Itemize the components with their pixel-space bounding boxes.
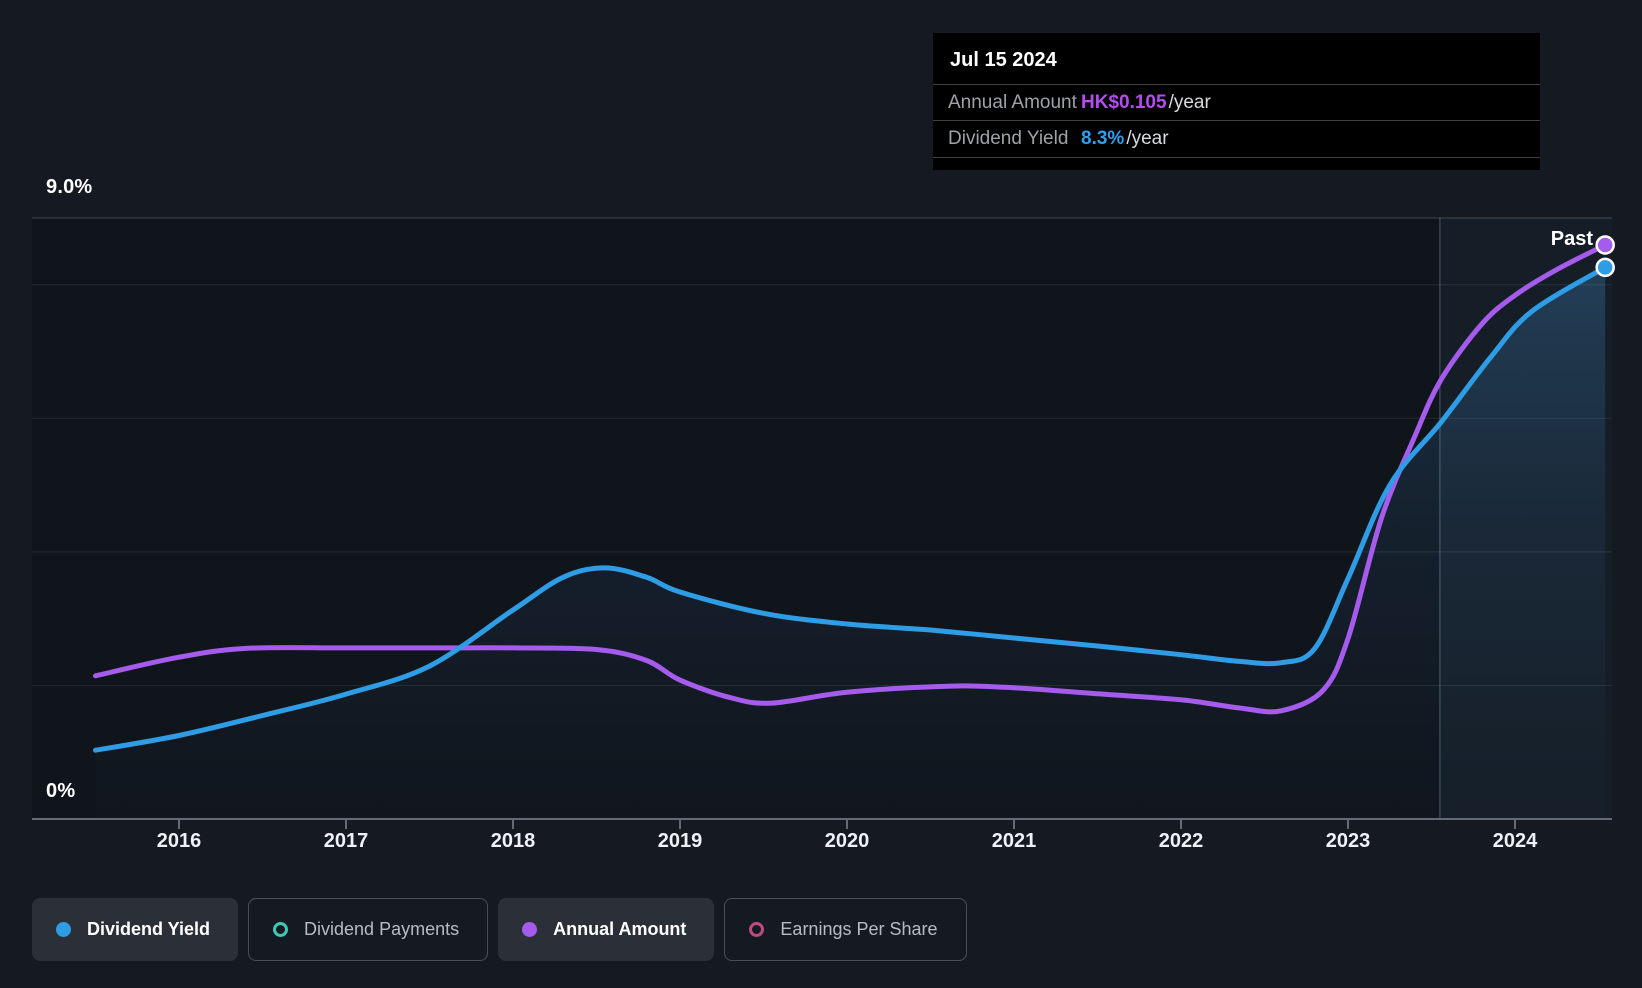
tooltip-value: 8.3%	[1081, 128, 1125, 149]
tooltip-row-annual-amount: Annual Amount HK$0.105 /year	[933, 84, 1540, 120]
annual-amount-dot-icon	[522, 922, 538, 937]
x-axis-label-2018: 2018	[490, 830, 536, 852]
chart-tooltip: Jul 15 2024 Annual Amount HK$0.105 /year…	[933, 33, 1540, 170]
dividend-payments-ring-icon	[273, 922, 289, 937]
tooltip-label: Annual Amount	[948, 91, 1077, 113]
x-axis-label-2023: 2023	[1325, 830, 1371, 852]
legend-label: Dividend Payments	[304, 919, 460, 939]
tooltip-suffix: /year	[1126, 128, 1169, 149]
legend-label: Annual Amount	[553, 919, 687, 939]
x-axis-label-2022: 2022	[1158, 830, 1204, 852]
x-axis-label-2021: 2021	[991, 830, 1037, 852]
x-axis-label-2019: 2019	[657, 830, 703, 852]
yield-area-fill	[95, 267, 1606, 819]
y-axis-zero-label: 0%	[46, 780, 76, 802]
dividend-yield-dot-icon	[56, 922, 71, 937]
x-axis-label-2017: 2017	[323, 830, 369, 852]
tooltip-suffix: /year	[1168, 91, 1211, 113]
past-label: Past	[1550, 228, 1593, 250]
legend-annual-amount-button[interactable]: Annual Amount	[498, 898, 715, 961]
earnings-per-share-ring-icon	[749, 922, 765, 937]
tooltip-label: Dividend Yield	[948, 128, 1069, 149]
y-axis-max-label: 9.0%	[46, 176, 93, 198]
legend-dividend-yield-button[interactable]: Dividend Yield	[32, 898, 239, 961]
legend-label: Earnings Per Share	[780, 919, 938, 939]
annual-amount-line	[93, 242, 1608, 715]
tooltip-date: Jul 15 2024	[950, 49, 1057, 71]
legend-dividend-payments-button[interactable]: Dividend Payments	[248, 898, 489, 961]
x-axis-labels: 2016 2017 2018 2019 2020 2021 2022 2023 2024	[0, 830, 1642, 858]
x-axis-label-2024: 2024	[1492, 830, 1538, 852]
past-12m-band	[1439, 218, 1612, 819]
x-axis-label-2016: 2016	[156, 830, 202, 852]
annual-amount-endpoint-dot	[1595, 235, 1615, 255]
tooltip-value: HK$0.105	[1081, 91, 1167, 113]
x-axis-label-2020: 2020	[824, 830, 870, 852]
dividend-yield-line	[93, 264, 1608, 753]
legend-label: Dividend Yield	[87, 919, 211, 939]
chart-legend: Dividend Yield Dividend Payments Annual …	[32, 898, 967, 961]
legend-earnings-per-share-button[interactable]: Earnings Per Share	[724, 898, 967, 961]
tooltip-row-dividend-yield: Dividend Yield 8.3% /year	[933, 120, 1540, 158]
dividend-yield-endpoint-dot	[1595, 257, 1615, 278]
